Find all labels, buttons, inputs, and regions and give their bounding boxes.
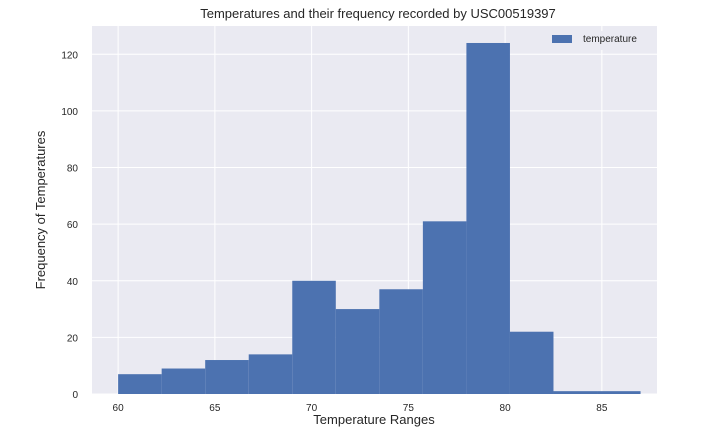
y-tick-label: 100: [61, 107, 78, 118]
histogram-bar: [292, 280, 336, 394]
y-tick-label: 40: [67, 277, 79, 288]
histogram-bar: [422, 221, 467, 394]
histogram-bar: [205, 360, 249, 394]
histogram-bar: [509, 331, 554, 394]
x-tick-label: 80: [500, 403, 512, 414]
y-tick-label: 80: [67, 164, 79, 175]
histogram-bars: [118, 42, 641, 394]
histogram-bar: [553, 391, 598, 394]
y-tick-label: 0: [72, 390, 78, 401]
histogram-bar: [379, 289, 423, 394]
histogram-bar: [335, 309, 380, 394]
x-tick-label: 85: [596, 403, 608, 414]
histogram-bar: [248, 354, 293, 394]
histogram-bar: [161, 368, 206, 394]
legend-box: [548, 31, 651, 50]
grid-lines: [92, 26, 657, 395]
legend: temperature: [548, 31, 651, 50]
y-axis-label: Frequency of Temperatures: [33, 130, 48, 289]
x-tick-label: 65: [209, 403, 221, 414]
y-tick-label: 20: [67, 333, 79, 344]
chart-title: Temperatures and their frequency recorde…: [200, 6, 556, 21]
y-tick-label: 120: [61, 50, 78, 61]
x-tick-label: 60: [113, 403, 125, 414]
x-axis-label: Temperature Ranges: [313, 412, 435, 427]
x-tick-label: 75: [403, 403, 415, 414]
y-tick-label: 60: [67, 220, 79, 231]
x-tick-label: 70: [306, 403, 318, 414]
histogram-bar: [597, 391, 641, 394]
axis-ticks: 60 65 70 75 80 85 0 20 40 60 80 100 120: [61, 50, 608, 414]
legend-label: temperature: [583, 34, 637, 45]
histogram-bar: [118, 374, 162, 394]
legend-swatch: [552, 35, 572, 43]
histogram-bar: [466, 42, 510, 394]
